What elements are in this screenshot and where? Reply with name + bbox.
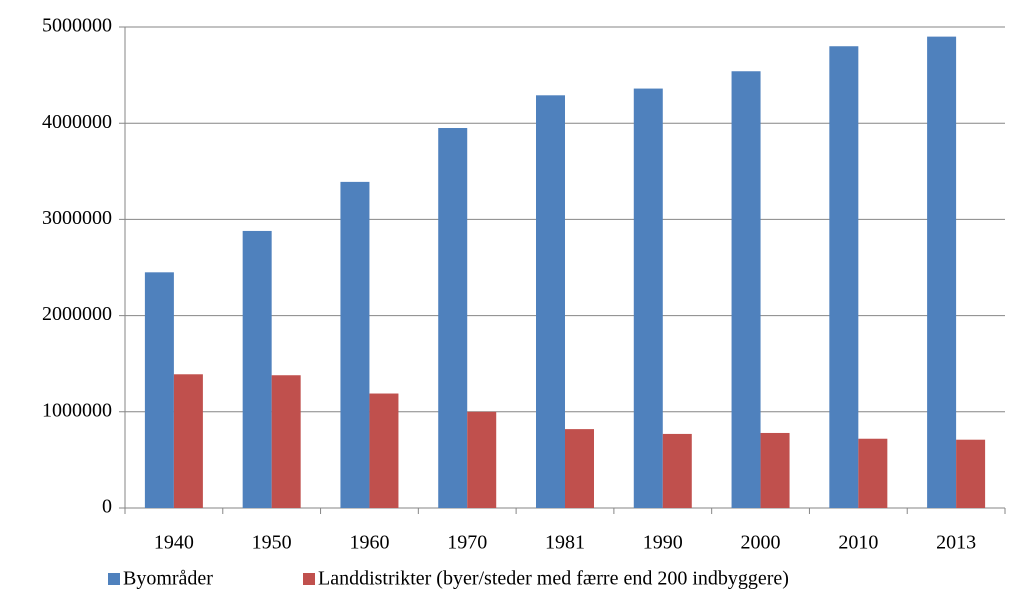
y-tick-label: 3000000 bbox=[42, 207, 112, 229]
bar bbox=[633, 88, 663, 509]
bar bbox=[829, 46, 859, 509]
bar bbox=[438, 128, 468, 508]
x-tick-label: 2010 bbox=[838, 532, 878, 554]
bar bbox=[760, 432, 790, 508]
legend-label: Byområder bbox=[123, 568, 213, 590]
y-tick-label: 2000000 bbox=[42, 303, 112, 325]
bar bbox=[144, 272, 174, 508]
x-tick-label: 1970 bbox=[447, 532, 487, 554]
bar bbox=[369, 393, 399, 508]
bar bbox=[565, 429, 594, 508]
bar bbox=[173, 374, 203, 508]
bar bbox=[467, 411, 497, 508]
bar bbox=[662, 433, 692, 508]
x-tick-label: 1990 bbox=[643, 532, 683, 554]
bar bbox=[956, 439, 986, 508]
bar bbox=[242, 230, 272, 508]
x-tick-label: 2000 bbox=[741, 532, 781, 554]
y-tick-label: 1000000 bbox=[42, 399, 112, 421]
x-tick-label: 1940 bbox=[154, 532, 194, 554]
legend-swatch bbox=[303, 573, 315, 585]
x-tick-label: 2013 bbox=[936, 532, 976, 554]
bar bbox=[271, 375, 301, 508]
x-tick-label: 1950 bbox=[252, 532, 292, 554]
legend-swatch bbox=[108, 573, 120, 585]
bar bbox=[536, 95, 565, 508]
bar bbox=[340, 181, 370, 508]
x-tick-label: 1960 bbox=[349, 532, 389, 554]
y-tick-label: 5000000 bbox=[42, 15, 112, 37]
bar bbox=[731, 71, 761, 508]
y-tick-label: 0 bbox=[102, 496, 112, 518]
bar bbox=[927, 36, 957, 509]
x-tick-label: 1981 bbox=[545, 532, 585, 554]
legend-label: Landdistrikter (byer/steder med færre en… bbox=[318, 568, 789, 590]
y-tick-label: 4000000 bbox=[42, 111, 112, 133]
bar bbox=[858, 438, 888, 508]
